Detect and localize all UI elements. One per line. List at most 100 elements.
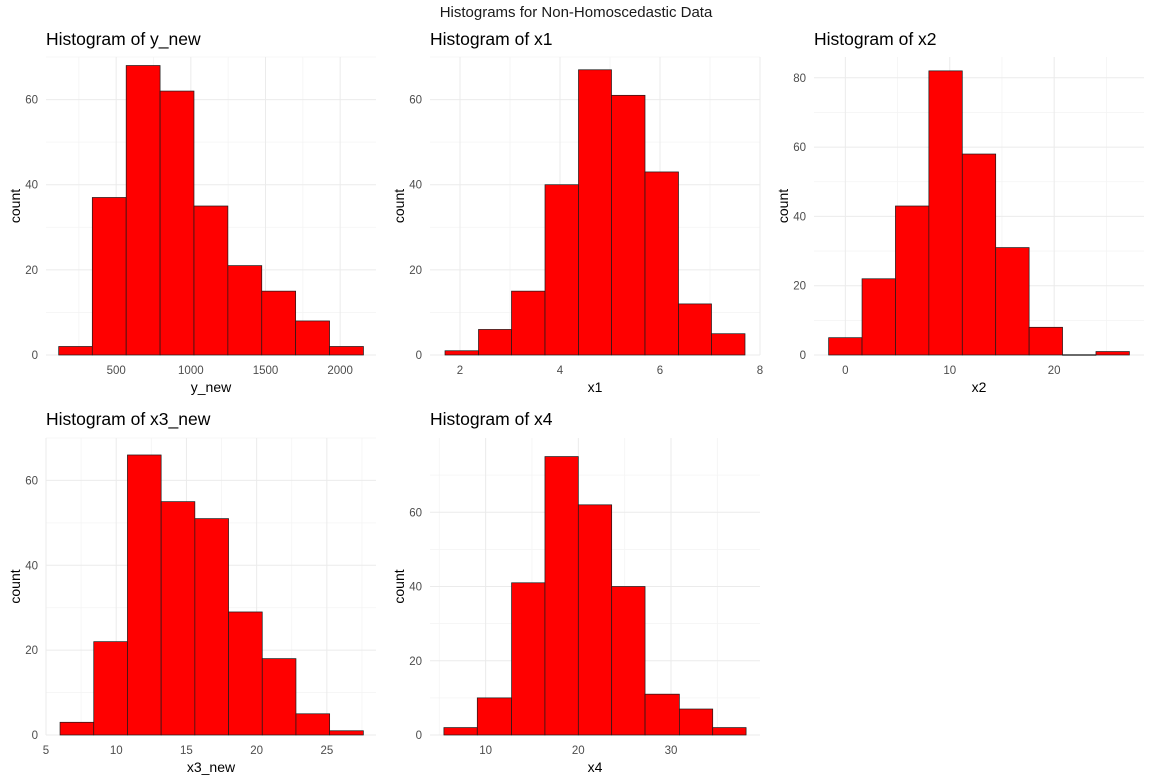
chart-title: Histogram of x2 — [814, 29, 937, 49]
histogram-bar — [329, 346, 364, 356]
y-tick-label: 40 — [25, 180, 38, 192]
x-tick-label: 2 — [457, 365, 463, 377]
histogram-bar — [228, 611, 263, 736]
histogram-bar — [712, 727, 747, 736]
histogram-bar — [261, 290, 297, 356]
histogram-bar — [160, 501, 196, 736]
y-axis-label: count — [7, 569, 23, 603]
x-tick-label: 10 — [110, 745, 123, 757]
histogram-bar — [227, 265, 263, 356]
y-tick-label: 40 — [409, 582, 422, 594]
histogram-bar — [261, 658, 297, 736]
y-tick-label: 40 — [409, 180, 422, 192]
y-tick-label: 0 — [32, 350, 38, 362]
histogram-bar — [127, 454, 162, 736]
histogram-bar — [678, 303, 712, 356]
x-tick-label: 15 — [180, 745, 193, 757]
y-axis-label: count — [7, 189, 23, 223]
histogram-bar — [644, 693, 680, 736]
y-tick-label: 0 — [416, 730, 422, 742]
histogram-bar — [679, 708, 714, 736]
histogram-bar — [995, 247, 1030, 356]
x-tick-label: 1500 — [253, 365, 279, 377]
histogram-bar — [1062, 354, 1097, 356]
histogram-bar — [194, 518, 229, 736]
histogram-bar — [443, 727, 478, 736]
chart-title: Histogram of x4 — [430, 409, 553, 429]
histogram-bar — [193, 205, 229, 356]
histogram-bar — [828, 337, 863, 356]
chart-title: Histogram of y_new — [46, 29, 201, 50]
histogram-bar — [93, 641, 128, 736]
histogram-bar — [295, 713, 331, 736]
histogram-bar — [59, 721, 95, 736]
y-axis-label: count — [391, 189, 407, 223]
y-tick-label: 60 — [793, 142, 806, 154]
x-tick-label: 0 — [842, 365, 848, 377]
x-axis-label: y_new — [191, 379, 232, 395]
histogram-bar — [511, 582, 546, 736]
y-tick-label: 20 — [25, 265, 38, 277]
histogram-panel-2: 0 20 40 60 2 4 6 8 x1 count Histogram of x1 — [391, 29, 763, 395]
x-tick-label: 4 — [557, 365, 564, 377]
x-tick-label: 6 — [657, 365, 663, 377]
histogram-bar — [861, 278, 896, 356]
y-tick-label: 80 — [793, 73, 806, 85]
histogram-bar — [961, 153, 997, 356]
y-tick-label: 40 — [793, 211, 806, 223]
histogram-bar — [711, 333, 746, 356]
y-tick-label: 20 — [409, 656, 422, 668]
y-tick-label: 20 — [793, 281, 806, 293]
y-tick-label: 40 — [25, 560, 38, 572]
y-tick-label: 60 — [409, 95, 422, 107]
x-tick-label: 10 — [479, 745, 492, 757]
x-axis-label: x2 — [972, 379, 987, 395]
histogram-bar — [125, 65, 161, 356]
x-tick-label: 20 — [1048, 365, 1061, 377]
histogram-bar — [478, 329, 512, 356]
x-tick-label: 1000 — [178, 365, 204, 377]
x-tick-label: 10 — [943, 365, 956, 377]
histogram-bar — [577, 504, 613, 736]
y-tick-label: 60 — [25, 95, 38, 107]
histogram-bar — [611, 94, 646, 356]
histogram-bar — [578, 69, 612, 356]
y-tick-label: 60 — [409, 507, 422, 519]
y-tick-label: 20 — [409, 265, 422, 277]
histogram-bar — [1028, 326, 1063, 356]
histogram-bar — [511, 290, 546, 356]
y-tick-label: 20 — [25, 645, 38, 657]
histogram-bar — [544, 184, 579, 356]
chart-title: Histogram of x3_new — [46, 409, 211, 430]
histogram-panel-4: 0 20 40 60 5 10 15 20 25 x3_new count Histogram of … — [7, 409, 376, 775]
histogram-bar — [895, 205, 930, 356]
histogram-bar — [644, 171, 679, 356]
histogram-bar — [928, 70, 963, 356]
x-tick-label: 20 — [250, 745, 263, 757]
x-tick-label: 30 — [665, 745, 678, 757]
x-axis-label: x4 — [588, 759, 603, 775]
histogram-panel-3: 0 20 40 60 80 0 10 20 x2 count Histogram of x2 — [775, 29, 1144, 395]
histogram-bar — [159, 90, 195, 356]
x-tick-label: 500 — [107, 365, 126, 377]
x-axis-label: x1 — [588, 379, 603, 395]
histogram-panel-5: 0 20 40 60 10 20 30 x4 count Histogram of x4 — [391, 409, 760, 775]
y-tick-label: 0 — [800, 350, 806, 362]
x-tick-label: 5 — [43, 745, 49, 757]
histogram-bar — [329, 730, 364, 736]
histogram-bar — [295, 320, 330, 356]
y-axis-label: count — [775, 189, 791, 223]
histogram-bar — [444, 350, 479, 356]
y-tick-label: 0 — [416, 350, 422, 362]
x-tick-label: 8 — [757, 365, 763, 377]
histogram-bar — [476, 697, 512, 736]
histogram-bar — [1095, 351, 1130, 356]
page-title: Histograms for Non-Homoscedastic Data — [439, 4, 713, 21]
x-axis-label: x3_new — [187, 759, 236, 775]
x-tick-label: 20 — [572, 745, 585, 757]
y-axis-label: count — [391, 569, 407, 603]
histogram-bar — [611, 586, 646, 736]
histogram-panel-1: 0 20 40 60 500 1000 1500 2000 y_new count Histogra… — [7, 29, 376, 395]
y-tick-label: 60 — [25, 475, 38, 487]
